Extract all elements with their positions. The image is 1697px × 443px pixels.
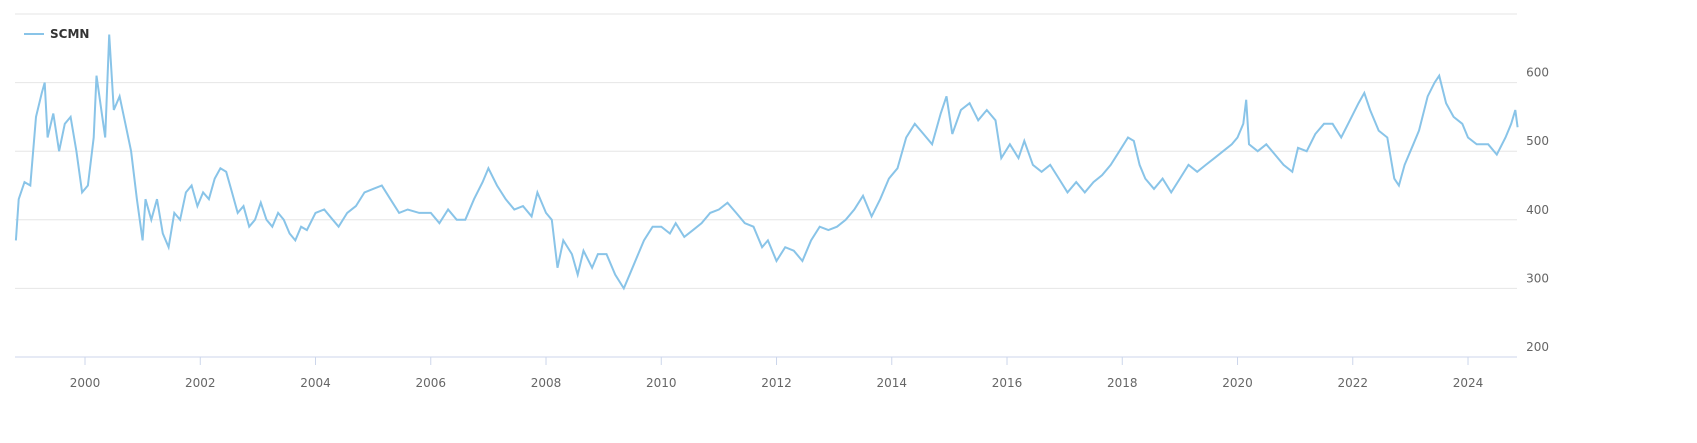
x-tick-label: 2010 (646, 376, 677, 390)
x-tick-label: 2016 (992, 376, 1023, 390)
x-tick-label: 2022 (1337, 376, 1368, 390)
series-line (14, 34, 1519, 291)
x-tick-label: 2000 (70, 376, 101, 390)
x-tick-label: 2018 (1107, 376, 1138, 390)
x-tick-label: 2020 (1222, 376, 1253, 390)
x-tick-label: 2024 (1453, 376, 1484, 390)
y-tick-label: 500 (1526, 134, 1549, 148)
y-tick-label: 300 (1526, 271, 1549, 285)
y-tick-label: 200 (1526, 340, 1549, 354)
legend-label[interactable]: SCMN (50, 27, 89, 41)
x-tick-label: 2006 (415, 376, 446, 390)
x-tick-label: 2004 (300, 376, 331, 390)
x-tick-label: 2002 (185, 376, 216, 390)
y-tick-label: 600 (1526, 66, 1549, 80)
y-tick-label: 400 (1526, 203, 1549, 217)
x-tick-label: 2012 (761, 376, 792, 390)
x-tick-label: 2008 (531, 376, 562, 390)
x-tick-label: 2014 (876, 376, 907, 390)
